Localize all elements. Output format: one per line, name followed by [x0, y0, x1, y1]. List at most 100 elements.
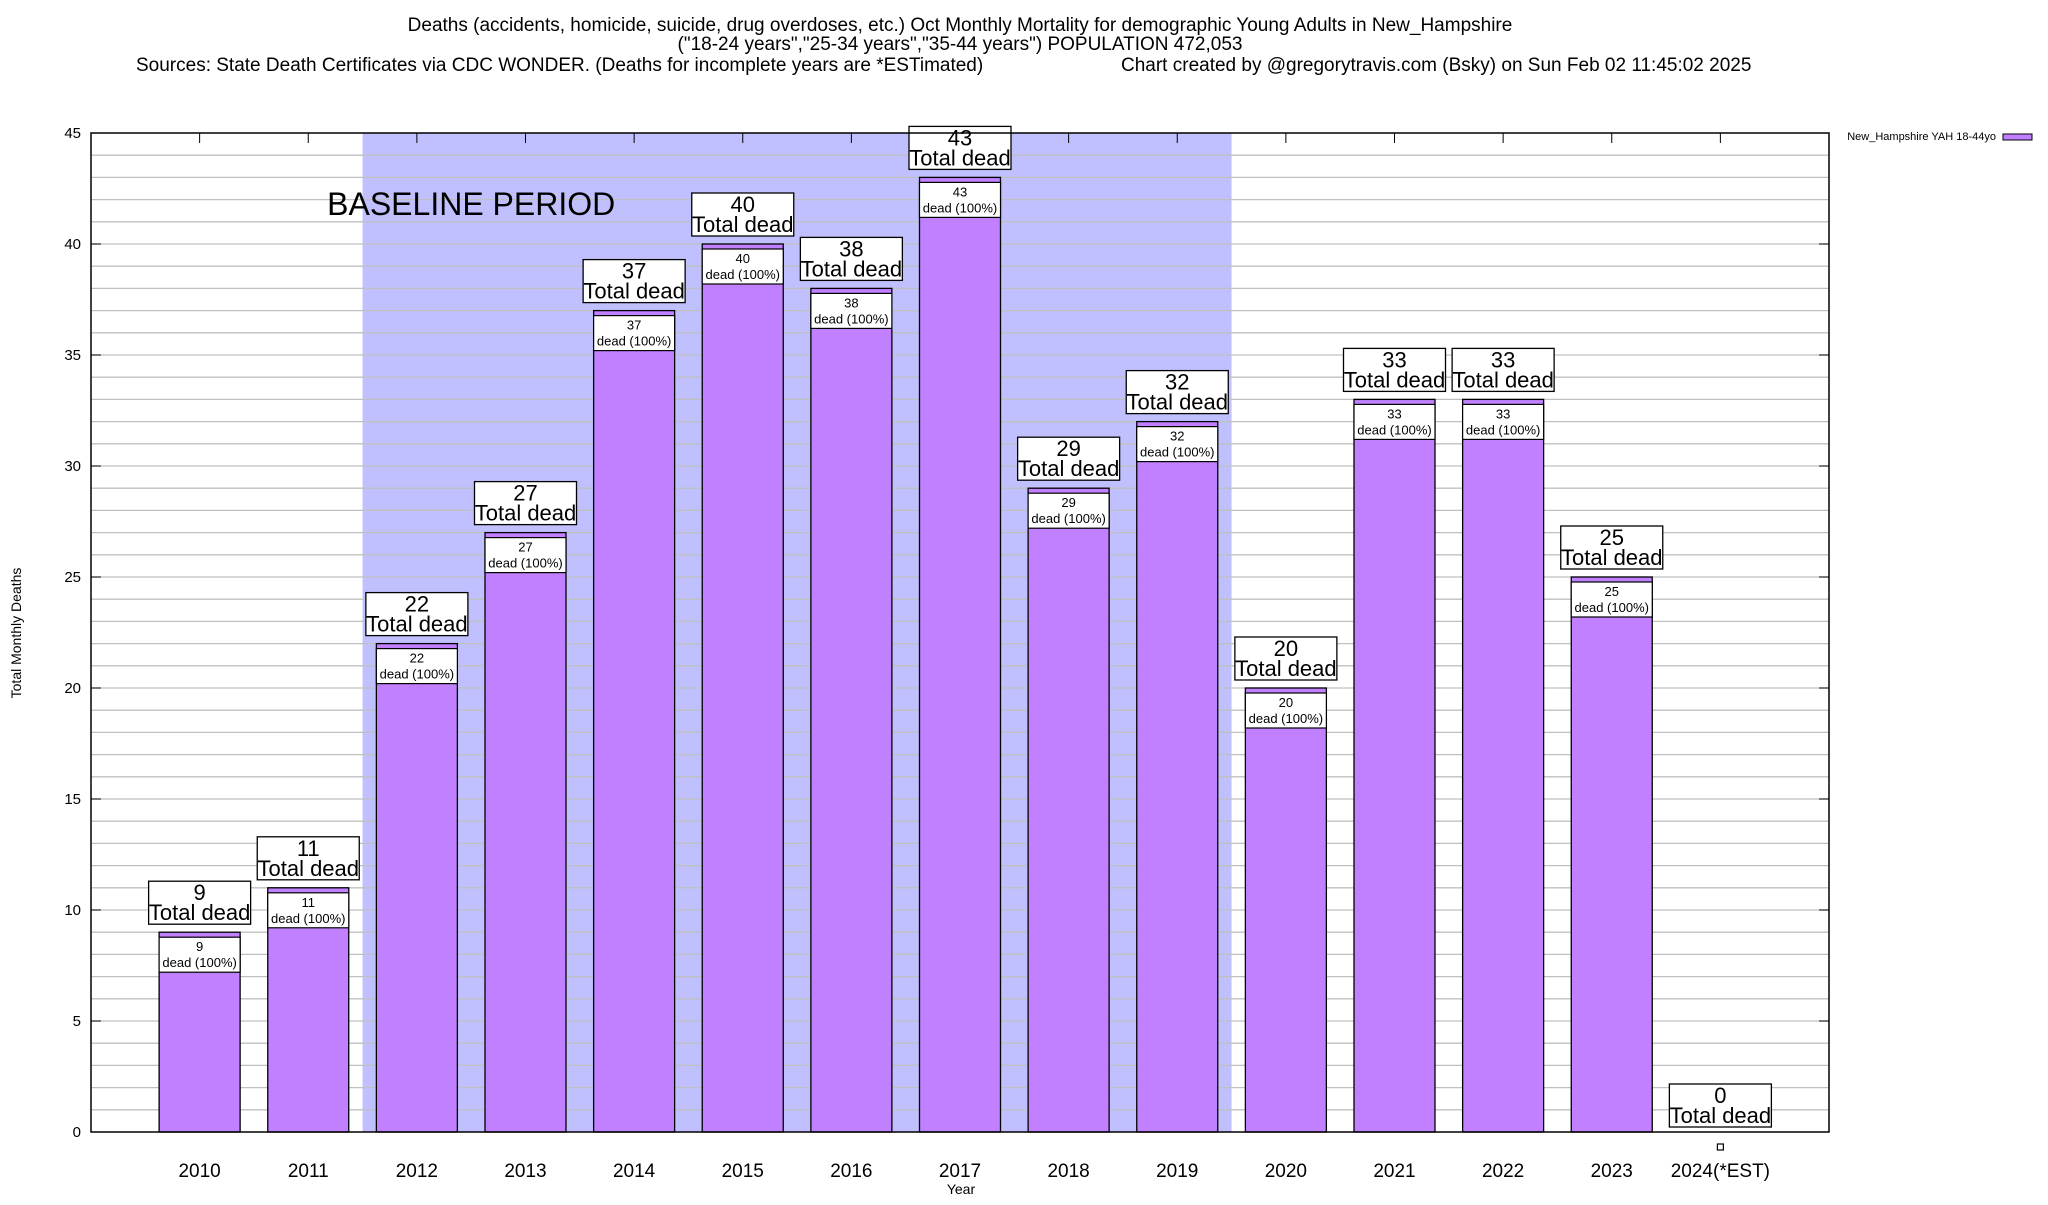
- inner-label-box: [484, 536, 567, 574]
- outer-label-text: Total dead: [909, 145, 1011, 170]
- outer-label-box: [691, 192, 795, 237]
- inner-label-text: dead (100%): [1466, 422, 1540, 437]
- bar: [810, 287, 893, 1133]
- outer-label-value: 27: [513, 481, 537, 506]
- y-tick-label: 10: [64, 902, 81, 919]
- inner-label-box: [1353, 403, 1436, 440]
- outer-label-text: Total dead: [583, 279, 685, 304]
- outer-label-text: Total dead: [1561, 545, 1663, 570]
- inner-label-text: dead (100%): [1031, 511, 1105, 526]
- inner-label-text: dead (100%): [1575, 600, 1649, 615]
- inner-label-value: 29: [1061, 495, 1075, 510]
- inner-label-value: 33: [1496, 406, 1510, 421]
- inner-label-box: [593, 315, 676, 352]
- x-tick-label: 2014: [613, 1161, 656, 1182]
- inner-label-text: dead (100%): [814, 311, 888, 326]
- outer-label-text: Total dead: [366, 612, 468, 637]
- outer-label-text: Total dead: [1670, 1103, 1772, 1128]
- inner-label-value: 37: [627, 318, 641, 333]
- x-tick-label: 2012: [396, 1161, 438, 1182]
- outer-label-box: [1125, 369, 1229, 415]
- outer-label-box: [582, 258, 686, 304]
- inner-label-value: 20: [1279, 695, 1293, 710]
- inner-label-value: 43: [953, 184, 967, 199]
- y-tick-label: 35: [64, 347, 81, 364]
- x-tick-label: 2020: [1265, 1161, 1307, 1182]
- bar: [701, 243, 784, 1133]
- bar: [1136, 420, 1219, 1133]
- bar: [1570, 576, 1653, 1133]
- outer-label-text: Total dead: [1452, 367, 1554, 392]
- outer-label-box: [799, 236, 904, 282]
- outer-label-value: 9: [194, 880, 206, 905]
- inner-label-text: dead (100%): [162, 955, 236, 970]
- y-tick-label: 0: [73, 1124, 81, 1141]
- x-tick-label: 2023: [1591, 1161, 1633, 1182]
- inner-label-text: dead (100%): [706, 267, 780, 282]
- legend-label: New_Hampshire YAH 18-44yo: [1847, 131, 1996, 143]
- inner-label-value: 32: [1170, 429, 1184, 444]
- x-tick-label: 2015: [722, 1161, 764, 1182]
- outer-label-box: [1451, 347, 1555, 393]
- inner-label-box: [1244, 692, 1327, 729]
- bar: [484, 531, 567, 1133]
- inner-label-text: dead (100%): [380, 667, 454, 682]
- legend-swatch: [2002, 133, 2033, 141]
- inner-label-text: dead (100%): [597, 334, 671, 349]
- x-tick-label: 2017: [939, 1161, 981, 1182]
- plot-frame: [90, 132, 1830, 1133]
- bar: [1027, 487, 1110, 1133]
- y-tick-label: 5: [73, 1013, 81, 1030]
- inner-label-value: 22: [410, 651, 424, 666]
- inner-label-text: dead (100%): [271, 911, 345, 926]
- chart-credit: Chart created by @gregorytravis.com (Bsk…: [1121, 55, 1751, 76]
- outer-label-value: 32: [1165, 370, 1189, 395]
- x-tick-label: 2022: [1482, 1161, 1524, 1182]
- outer-label-text: Total dead: [692, 212, 794, 237]
- outer-label-value: 37: [622, 259, 646, 284]
- outer-label-box: [1560, 525, 1664, 570]
- outer-label-box: [473, 480, 578, 526]
- bar: [918, 176, 1002, 1133]
- outer-label-box: [365, 591, 469, 637]
- outer-label-box: [147, 880, 252, 925]
- x-axis-label: Year: [947, 1181, 976, 1197]
- x-tick-label: 2018: [1047, 1161, 1089, 1182]
- chart-sources: Sources: State Death Certificates via CD…: [136, 55, 983, 76]
- inner-label-box: [1027, 492, 1110, 529]
- outer-label-text: Total dead: [1344, 367, 1446, 392]
- outer-label-text: Total dead: [1235, 656, 1337, 681]
- bar: [1353, 398, 1436, 1133]
- outer-label-box: [1016, 436, 1121, 481]
- bar: [592, 309, 676, 1133]
- y-tick-label: 20: [64, 680, 81, 697]
- outer-label-value: 11: [297, 836, 320, 861]
- outer-label-value: 22: [405, 592, 429, 617]
- inner-label-text: dead (100%): [923, 200, 997, 215]
- y-tick-label: 40: [64, 236, 81, 253]
- outer-label-text: Total dead: [257, 856, 359, 881]
- x-tick-label: 2019: [1156, 1161, 1198, 1182]
- x-tick-label: 2010: [178, 1161, 220, 1182]
- outer-label-text: Total dead: [1126, 390, 1228, 415]
- inner-label-text: dead (100%): [488, 556, 562, 571]
- outer-label-value: 25: [1600, 525, 1624, 550]
- inner-label-box: [267, 892, 350, 929]
- inner-label-value: 9: [196, 939, 203, 954]
- bar: [1461, 398, 1545, 1133]
- outer-label-box: [1668, 1083, 1773, 1128]
- outer-label-value: 0: [1714, 1083, 1726, 1108]
- outer-label-text: Total dead: [149, 900, 251, 925]
- baseline-period-label: BASELINE PERIOD: [327, 186, 615, 222]
- outer-label-box: [1342, 347, 1447, 393]
- outer-label-value: 40: [731, 192, 755, 217]
- y-tick-label: 45: [64, 125, 81, 142]
- outer-label-value: 43: [948, 125, 972, 150]
- inner-label-value: 11: [302, 895, 316, 910]
- inner-label-box: [918, 181, 1002, 218]
- y-tick-label: 30: [64, 458, 81, 475]
- x-tick-label: 2024(*EST): [1671, 1161, 1770, 1182]
- chart-title-line-1: Deaths (accidents, homicide, suicide, dr…: [408, 15, 1513, 36]
- inner-label-text: dead (100%): [1357, 422, 1431, 437]
- inner-label-box: [1136, 426, 1219, 463]
